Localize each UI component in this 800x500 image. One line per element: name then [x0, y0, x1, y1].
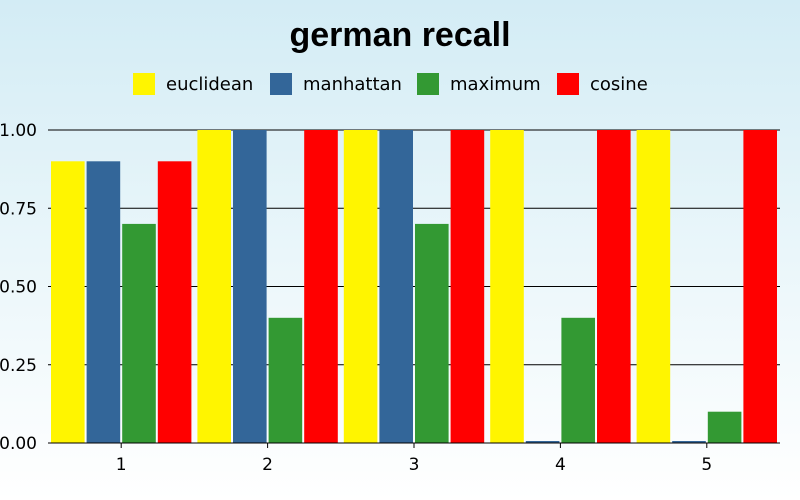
chart-title: german recall — [289, 16, 510, 54]
legend-item-euclidean: euclidean — [133, 73, 253, 95]
bar-maximum-2 — [268, 317, 303, 443]
legend-swatch — [557, 73, 579, 95]
bar-cosine-2 — [304, 130, 338, 443]
bar-manhattan-4 — [525, 441, 560, 443]
bar-cosine-1 — [157, 161, 192, 444]
bar-cosine-3 — [450, 130, 485, 443]
x-tick-label: 1 — [116, 455, 127, 475]
bar-maximum-1 — [122, 223, 156, 443]
bar-euclidean-3 — [343, 130, 378, 443]
y-tick-label: 1.00 — [0, 121, 37, 141]
legend-swatch — [270, 73, 292, 95]
x-tick-label: 5 — [701, 455, 712, 475]
legend-label: maximum — [450, 74, 541, 95]
legend-label: cosine — [590, 74, 648, 95]
legend-item-maximum: maximum — [417, 73, 541, 95]
x-tick-label: 4 — [555, 455, 566, 475]
axes: 0.00 0.25 0.50 0.75 1.00 1 2 3 4 5 — [0, 121, 780, 475]
bars — [51, 130, 777, 444]
legend: euclidean manhattan maximum cosine — [133, 73, 648, 95]
bar-cosine-5 — [743, 130, 777, 443]
legend-swatch — [417, 73, 439, 95]
y-tick-label: 0.75 — [0, 199, 37, 219]
bar-maximum-4 — [561, 317, 595, 443]
legend-label: euclidean — [166, 74, 253, 95]
bar-manhattan-5 — [672, 441, 706, 443]
bar-maximum-5 — [707, 411, 742, 443]
legend-label: manhattan — [303, 74, 402, 95]
bar-maximum-3 — [415, 223, 449, 443]
bar-manhattan-2 — [233, 130, 267, 443]
bar-cosine-4 — [597, 130, 631, 443]
y-tick-label: 0.50 — [0, 278, 37, 298]
y-tick-label: 0.00 — [0, 434, 37, 454]
bar-euclidean-5 — [636, 130, 671, 443]
x-tick-label: 2 — [262, 455, 273, 475]
bar-manhattan-1 — [86, 161, 121, 444]
legend-swatch — [133, 73, 155, 95]
bar-manhattan-3 — [379, 130, 413, 443]
legend-item-manhattan: manhattan — [270, 73, 402, 95]
bar-euclidean-2 — [197, 130, 231, 443]
bar-euclidean-1 — [51, 161, 85, 444]
bar-euclidean-4 — [490, 130, 524, 443]
y-tick-label: 0.25 — [0, 356, 37, 376]
x-tick-label: 3 — [409, 455, 420, 475]
legend-item-cosine: cosine — [557, 73, 648, 95]
